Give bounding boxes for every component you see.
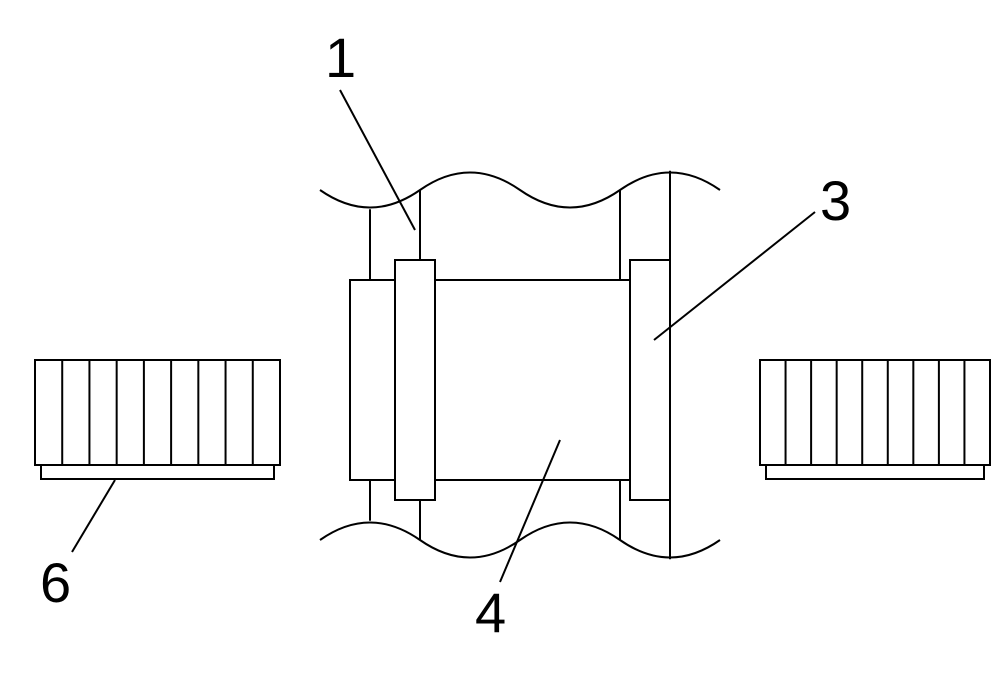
leader-3 [654, 212, 815, 340]
side-strip-right [760, 360, 990, 479]
callout-label-4: 4 [475, 585, 506, 641]
callout-label-6: 6 [40, 555, 71, 611]
diagram-stage: 1 3 4 6 [0, 0, 1000, 685]
leader-1 [340, 90, 415, 230]
collar-2 [630, 260, 670, 500]
callout-label-3: 3 [820, 173, 851, 229]
break-curve-bottom [320, 523, 720, 558]
side-strip-left [35, 360, 280, 479]
callout-label-1: 1 [325, 30, 356, 86]
break-curve-top [320, 173, 720, 208]
leader-6 [72, 480, 115, 552]
collar-1 [395, 260, 435, 500]
